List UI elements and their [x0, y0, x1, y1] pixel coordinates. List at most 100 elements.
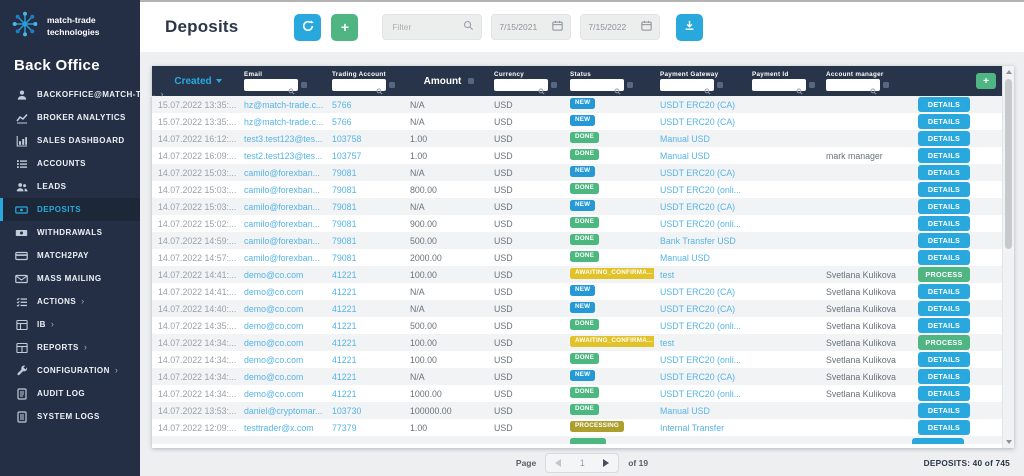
sidebar-item-backoffice-match-tr[interactable]: BACKOFFICE@MATCH-TR... ›: [0, 83, 163, 106]
column-header-created[interactable]: Created: [152, 76, 238, 87]
cell-trading-account-link[interactable]: 79081: [332, 167, 357, 178]
next-page-icon[interactable]: [603, 459, 610, 467]
process-button[interactable]: PROCESS: [918, 335, 970, 350]
details-button[interactable]: DETAILS: [918, 182, 970, 197]
cell-trading-account-link[interactable]: 41221: [332, 337, 357, 348]
cell-payment-gateway-link[interactable]: USDT ERC20 (CA): [660, 116, 736, 127]
scroll-down-icon[interactable]: [1003, 437, 1014, 447]
details-button[interactable]: DETAILS: [918, 199, 970, 214]
filter-options-icon[interactable]: [389, 82, 395, 88]
cell-trading-account-link[interactable]: 79081: [332, 252, 357, 263]
sidebar-item-match2pay[interactable]: MATCH2PAY: [0, 244, 140, 267]
cell-payment-gateway-link[interactable]: Manual USD: [660, 150, 710, 161]
cell-email-link[interactable]: camilo@forexban...: [244, 252, 320, 263]
cell-email-link[interactable]: camilo@forexban...: [244, 201, 320, 212]
cell-email-link[interactable]: hz@match-trade.c...: [244, 99, 324, 110]
cell-trading-account-link[interactable]: 41221: [332, 371, 357, 382]
cell-trading-account-link[interactable]: 41221: [332, 286, 357, 297]
cell-payment-gateway-link[interactable]: USDT ERC20 (CA): [660, 201, 736, 212]
cell-email-link[interactable]: test2.test123@tes...: [244, 150, 323, 161]
status-filter-input[interactable]: [570, 79, 624, 91]
sidebar-item-deposits[interactable]: DEPOSITS: [0, 198, 140, 221]
cell-payment-gateway-link[interactable]: Manual USD: [660, 133, 710, 144]
sidebar-item-configuration[interactable]: CONFIGURATION ›: [0, 359, 140, 382]
cell-email-link[interactable]: demo@co.com: [244, 269, 304, 280]
cell-payment-gateway-link[interactable]: USDT ERC20 (CA): [660, 371, 736, 382]
date-to-input[interactable]: 7/15/2022: [580, 14, 661, 40]
details-button[interactable]: DETAILS: [918, 148, 970, 163]
cell-trading-account-link[interactable]: 41221: [332, 320, 357, 331]
cell-payment-gateway-link[interactable]: USDT ERC20 (onli...: [660, 388, 741, 399]
filter-input[interactable]: [390, 21, 464, 33]
cell-email-link[interactable]: demo@co.com: [244, 354, 304, 365]
cell-trading-account-link[interactable]: 41221: [332, 269, 357, 280]
cell-trading-account-link[interactable]: 41221: [332, 303, 357, 314]
cell-payment-gateway-link[interactable]: USDT ERC20 (CA): [660, 303, 736, 314]
cell-trading-account-link[interactable]: 77379: [332, 422, 357, 433]
scroll-up-icon[interactable]: [1003, 67, 1014, 77]
cell-payment-gateway-link[interactable]: test: [660, 337, 675, 348]
sidebar-item-ib[interactable]: IB ›: [0, 313, 140, 336]
cell-payment-gateway-link[interactable]: USDT ERC20 (CA): [660, 167, 736, 178]
filter-options-icon[interactable]: [717, 82, 723, 88]
cell-email-link[interactable]: camilo@forexban...: [244, 167, 320, 178]
cell-email-link[interactable]: camilo@forexban...: [244, 235, 320, 246]
filter-options-icon[interactable]: [301, 82, 307, 88]
details-button[interactable]: DETAILS: [918, 250, 970, 265]
sidebar-item-reports[interactable]: REPORTS ›: [0, 336, 140, 359]
trading-account-filter-input[interactable]: [332, 79, 386, 91]
details-button[interactable]: DETAILS: [918, 352, 970, 367]
cell-payment-gateway-link[interactable]: USDT ERC20 (CA): [660, 286, 736, 297]
cell-payment-gateway-link[interactable]: Manual USD: [660, 405, 710, 416]
sidebar-item-withdrawals[interactable]: WITHDRAWALS: [0, 221, 140, 244]
refresh-button[interactable]: [294, 13, 322, 41]
cell-trading-account-link[interactable]: 79081: [332, 218, 357, 229]
cell-trading-account-link[interactable]: 103757: [332, 150, 362, 161]
cell-payment-gateway-link[interactable]: USDT ERC20 (onli...: [660, 184, 741, 195]
cell-email-link[interactable]: demo@co.com: [244, 371, 304, 382]
sidebar-item-broker-analytics[interactable]: BROKER ANALYTICS: [0, 106, 140, 129]
sidebar-item-mass-mailing[interactable]: MASS MAILING: [0, 267, 140, 290]
details-button[interactable]: DETAILS: [918, 114, 970, 129]
cell-email-link[interactable]: camilo@forexban...: [244, 218, 320, 229]
cell-trading-account-link[interactable]: 79081: [332, 235, 357, 246]
date-from-input[interactable]: 7/15/2021: [491, 14, 572, 40]
cell-email-link[interactable]: testtrader@x.com: [244, 422, 314, 433]
process-button[interactable]: PROCESS: [918, 267, 970, 282]
cell-email-link[interactable]: demo@co.com: [244, 320, 304, 331]
sidebar-item-system-logs[interactable]: SYSTEM LOGS: [0, 405, 140, 428]
cell-trading-account-link[interactable]: 103730: [332, 405, 362, 416]
details-button[interactable]: DETAILS: [918, 165, 970, 180]
cell-payment-gateway-link[interactable]: USDT ERC20 (CA): [660, 99, 736, 110]
cell-email-link[interactable]: test3.test123@tes...: [244, 133, 323, 144]
details-button[interactable]: DETAILS: [918, 131, 970, 146]
details-button[interactable]: DETAILS: [918, 403, 970, 418]
currency-filter-input[interactable]: [494, 79, 548, 91]
sidebar-item-accounts[interactable]: ACCOUNTS: [0, 152, 140, 175]
column-header-amount[interactable]: Amount: [404, 76, 488, 87]
details-button[interactable]: DETAILS: [918, 420, 970, 435]
sidebar-item-sales-dashboard[interactable]: SALES DASHBOARD: [0, 129, 140, 152]
cell-trading-account-link[interactable]: 41221: [332, 354, 357, 365]
details-button[interactable]: DETAILS: [918, 284, 970, 299]
details-button[interactable]: DETAILS: [918, 216, 970, 231]
cell-payment-gateway-link[interactable]: Manual USD: [660, 252, 710, 263]
details-button[interactable]: DETAILS: [918, 386, 970, 401]
sidebar-item-audit-log[interactable]: AUDIT LOG: [0, 382, 140, 405]
details-button[interactable]: DETAILS: [918, 97, 970, 112]
cell-email-link[interactable]: demo@co.com: [244, 337, 304, 348]
cell-email-link[interactable]: demo@co.com: [244, 388, 304, 399]
previous-page-icon[interactable]: [555, 459, 562, 467]
filter-options-icon[interactable]: [883, 82, 889, 88]
sidebar-item-leads[interactable]: LEADS: [0, 175, 140, 198]
table-scrollbar[interactable]: [1002, 66, 1014, 448]
payment-id-filter-input[interactable]: [752, 79, 806, 91]
details-button[interactable]: DETAILS: [918, 369, 970, 384]
account-manager-filter-input[interactable]: [826, 79, 880, 91]
cell-trading-account-link[interactable]: 79081: [332, 184, 357, 195]
cell-email-link[interactable]: hz@match-trade.c...: [244, 116, 324, 127]
cell-email-link[interactable]: demo@co.com: [244, 286, 304, 297]
filter-options-icon[interactable]: [809, 82, 815, 88]
cell-trading-account-link[interactable]: 79081: [332, 201, 357, 212]
details-button[interactable]: DETAILS: [918, 318, 970, 333]
